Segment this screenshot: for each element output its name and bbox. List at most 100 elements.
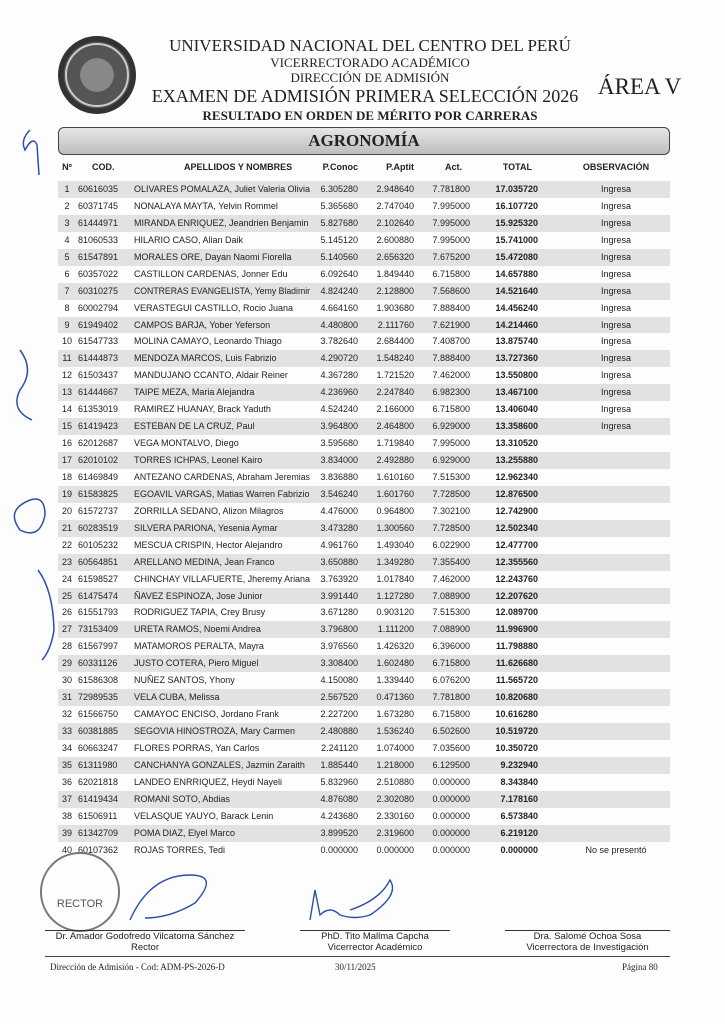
row-observacion: Ingresa (600, 184, 632, 194)
row-code: 60331126 (78, 658, 118, 669)
row-name: RAMIREZ HUANAY, Brack Yaduth (134, 404, 271, 415)
row-paptit: 1.849440 (376, 268, 414, 279)
row-total: 9.232940 (500, 759, 538, 770)
row-number: 34 (61, 742, 72, 753)
row-number: 28 (61, 641, 72, 652)
rector-stamp: RECTOR (40, 852, 120, 932)
row-number: 31 (61, 692, 72, 703)
row-total: 10.350720 (495, 742, 538, 753)
row-number: 16 (61, 438, 72, 449)
row-act: 7.515300 (432, 607, 470, 618)
row-paptit: 1.218000 (376, 759, 414, 770)
table-row: 31 72989535 VELA CUBA, Melissa 2.567520 0.47… (58, 689, 670, 707)
university-seal-logo (58, 36, 136, 114)
col-header-pconoc: P.Conoc (322, 162, 358, 172)
table-row: 32 61566750 CAMAYOC ENCISO, Jordano Frank 2… (58, 706, 670, 723)
exam-title: EXAMEN DE ADMISIÓN PRIMERA SELECCIÓN 202… (151, 86, 579, 106)
row-number: 39 (61, 827, 72, 838)
row-act: 7.355400 (432, 556, 470, 567)
row-paptit: 1.017840 (376, 573, 414, 584)
row-act: 6.502600 (432, 726, 470, 736)
row-act: 7.781800 (432, 692, 470, 703)
row-number: 17 (61, 455, 72, 465)
row-number: 4 (64, 234, 70, 245)
row-code: 61503437 (78, 370, 119, 381)
row-observacion: Ingresa (600, 319, 632, 330)
col-header-act: Act. (444, 162, 462, 172)
row-observacion: Ingresa (600, 200, 632, 211)
row-pconoc: 3.834000 (320, 455, 358, 465)
row-total: 12.742900 (495, 505, 538, 516)
row-code: 60105232 (78, 539, 119, 550)
row-act: 7.888400 (432, 353, 470, 364)
row-number: 18 (61, 471, 72, 482)
row-paptit: 1.426320 (376, 641, 414, 652)
row-observacion: Ingresa (600, 217, 632, 228)
table-row: 16 62012687 VEGA MONTALVO, Diego 3.595680 1.… (58, 435, 670, 452)
row-code: 62021818 (78, 776, 119, 787)
row-code: 61586308 (78, 675, 119, 686)
row-name: LANDEO ENRRIQUEZ, Heydi Nayeli (134, 776, 283, 787)
row-act: 6.129500 (432, 759, 470, 770)
row-total: 6.573840 (500, 810, 538, 821)
row-paptit: 1.602480 (376, 658, 414, 669)
row-observacion: Ingresa (600, 285, 632, 296)
signer-role: Rector (131, 942, 159, 953)
row-paptit: 2.247840 (376, 387, 414, 398)
row-act: 7.675200 (432, 251, 470, 262)
row-total: 12.477700 (495, 539, 538, 550)
footer-code: Dirección de Admisión - Cod: ADM-PS-2026… (50, 962, 225, 972)
row-name: SEGOVIA HINOSTROZA, Mary Carmen (134, 726, 296, 736)
row-name: NONALAYA MAYTA, Yelvin Rommel (134, 200, 278, 211)
row-pconoc: 5.365680 (320, 200, 358, 211)
row-total: 17.035720 (495, 184, 538, 194)
row-number: 19 (61, 488, 72, 499)
row-paptit: 2.656320 (376, 251, 414, 262)
table-row: 35 61311980 CANCHANYA GONZALES, Jazmin Zar… (58, 756, 670, 774)
row-total: 13.727360 (495, 353, 538, 364)
row-paptit: 2.948640 (376, 184, 414, 194)
row-total: 10.519720 (495, 726, 538, 736)
row-code: 61506911 (78, 810, 118, 821)
row-pconoc: 2.227200 (320, 709, 358, 720)
row-act: 7.995000 (432, 200, 470, 211)
table-header: Nº COD. APELLIDOS Y NOMBRES P.Conoc P.Ap… (58, 162, 670, 180)
table-row: 33 60381885 SEGOVIA HINOSTROZA, Mary Carme… (58, 723, 670, 740)
row-paptit: 2.330160 (376, 810, 414, 821)
row-code: 61566750 (78, 709, 119, 720)
row-code: 61567997 (78, 641, 119, 652)
row-act: 7.728500 (432, 522, 470, 533)
row-paptit: 2.747040 (376, 200, 414, 211)
row-act: 7.035600 (432, 742, 470, 753)
row-number: 1 (64, 184, 70, 194)
table-row: 27 73153409 URETA RAMOS, Noemi Andrea 3.796… (58, 621, 670, 639)
row-total: 15.472080 (495, 251, 538, 262)
row-paptit: 0.903120 (376, 607, 414, 618)
row-number: 26 (61, 607, 72, 618)
row-number: 14 (61, 404, 72, 415)
handwritten-marks (13, 129, 55, 661)
row-observacion: Ingresa (600, 387, 632, 398)
table-row: 38 61506911 VELASQUE YAUYO, Barack Lenin 4.… (58, 808, 670, 825)
row-number: 35 (61, 759, 72, 770)
table-row: 34 60663247 FLORES PORRAS, Yan Carlos 2.241… (58, 740, 670, 757)
row-total: 12.089700 (495, 607, 538, 618)
row-code: 72989535 (78, 692, 119, 703)
row-total: 11.798880 (495, 641, 538, 652)
row-paptit: 1.721520 (376, 370, 414, 381)
row-paptit: 2.166000 (376, 404, 414, 415)
row-number: 29 (61, 658, 72, 669)
row-act: 7.781800 (432, 184, 470, 194)
row-name: CASTILLON CARDENAS, Jonner Edu (134, 268, 288, 279)
row-total: 0.000000 (500, 844, 538, 855)
table-row: 21 60283519 SILVERA PARIONA, Yesenia Aymar… (58, 519, 670, 537)
footer-page: Página 80 (622, 962, 658, 972)
table-row: 22 60105232 MESCUA CRISPIN, Hector Alejand… (58, 537, 670, 554)
row-number: 25 (61, 590, 72, 601)
row-pconoc: 4.243680 (320, 810, 358, 821)
table-row: 1 60616035 OLIVARES POMALAZA, Juliet Valer… (58, 181, 670, 198)
table-row: 2 60371745 NONALAYA MAYTA, Yelvin Rommel 5.… (58, 198, 670, 215)
row-number: 32 (61, 709, 72, 720)
row-paptit: 2.111760 (377, 319, 414, 330)
row-total: 16.107720 (495, 200, 538, 211)
